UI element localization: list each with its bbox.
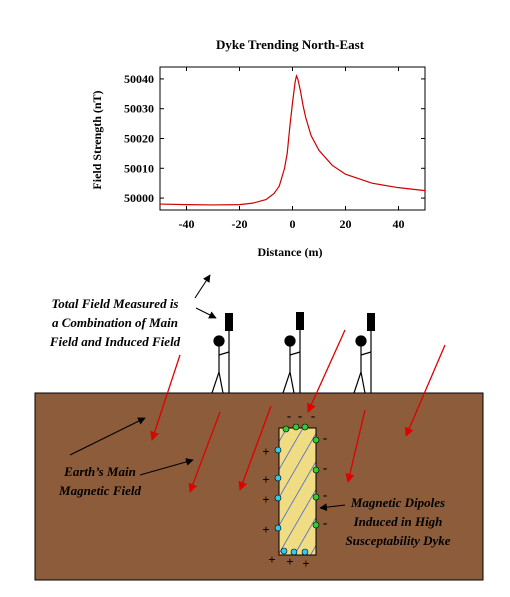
- pointer-arrow: [194, 274, 211, 299]
- y-tick-label: 50010: [124, 161, 154, 175]
- dipole-dot-south: [274, 446, 282, 454]
- field-arrow: [345, 409, 366, 483]
- instrument: [296, 312, 304, 330]
- x-tick-label: -40: [179, 217, 195, 231]
- instrument: [225, 313, 233, 331]
- dipole-dot-north: [312, 466, 320, 474]
- plus-sign: +: [286, 554, 293, 569]
- label-line: a Combination of Main: [52, 315, 178, 330]
- person-body: [353, 346, 372, 394]
- person-head: [213, 335, 225, 347]
- dipoles-label: Magnetic Dipoles Induced in High Suscept…: [345, 495, 450, 548]
- label-line: Induced in High: [353, 514, 443, 529]
- y-tick-label: 50040: [124, 72, 154, 86]
- plus-sign: +: [262, 472, 269, 487]
- minus-sign: -: [298, 408, 302, 423]
- minus-sign: -: [323, 515, 327, 530]
- plot-frame: [159, 66, 426, 211]
- dipole-dot-north: [312, 493, 320, 501]
- dipole-dot-north: [312, 436, 320, 444]
- person-body: [211, 346, 230, 394]
- dipole-dot-south: [274, 524, 282, 532]
- x-tick-label: -20: [232, 217, 248, 231]
- main-field-label: Earth’s Main Magnetic Field: [58, 464, 141, 498]
- person-body: [282, 346, 301, 394]
- field-arrow: [307, 329, 346, 413]
- x-tick-label: 20: [340, 217, 352, 231]
- dipole-dot-north: [312, 521, 320, 529]
- y-tick-label: 50000: [124, 191, 154, 205]
- pointer-arrow: [195, 307, 217, 319]
- field-arrow: [150, 354, 181, 441]
- field-arrow: [238, 405, 272, 491]
- pointer-arrow: [69, 417, 146, 456]
- minus-sign: -: [323, 430, 327, 445]
- minus-sign: -: [323, 487, 327, 502]
- label-line: Magnetic Field: [58, 483, 141, 498]
- label-line: Total Field Measured is: [51, 296, 178, 311]
- plus-sign: +: [262, 444, 269, 459]
- minus-sign: -: [323, 460, 327, 475]
- data-line: [159, 74, 426, 206]
- field-arrow: [405, 344, 446, 437]
- dipole-dot-south: [301, 548, 309, 556]
- dyke: [278, 427, 317, 556]
- dipole-dot-north: [282, 425, 290, 433]
- pointer-arrow: [319, 503, 346, 511]
- dipole-dot-north: [292, 423, 300, 431]
- x-tick-label: 40: [393, 217, 405, 231]
- person-head: [284, 335, 296, 347]
- dipole-dot-south: [290, 548, 298, 556]
- field-arrow: [188, 411, 221, 493]
- label-line: Susceptability Dyke: [345, 533, 450, 548]
- label-line: Field and Induced Field: [49, 334, 181, 349]
- pointer-arrow: [139, 458, 194, 476]
- minus-sign: -: [311, 408, 315, 423]
- dipole-dot-south: [280, 547, 288, 555]
- person-head: [355, 335, 367, 347]
- dipole-dot-north: [301, 423, 309, 431]
- label-line: Magnetic Dipoles: [350, 495, 445, 510]
- x-tick-label: 0: [290, 217, 296, 231]
- minus-sign: -: [287, 408, 291, 423]
- dipole-dot-south: [274, 494, 282, 502]
- y-tick-label: 50020: [124, 132, 154, 146]
- y-axis-label: Field Strength (nT): [90, 90, 104, 189]
- x-axis-label: Distance (m): [258, 245, 323, 259]
- plus-sign: +: [268, 552, 275, 567]
- chart-title: Dyke Trending North-East: [216, 37, 365, 52]
- label-line: Earth’s Main: [63, 464, 136, 479]
- plus-sign: +: [262, 522, 269, 537]
- ground: [34, 392, 484, 581]
- plus-sign: +: [262, 492, 269, 507]
- measured-label: Total Field Measured is a Combination of…: [49, 296, 181, 349]
- instrument: [367, 313, 375, 331]
- y-tick-label: 50030: [124, 102, 154, 116]
- plus-sign: +: [302, 556, 309, 571]
- dipole-dot-south: [274, 474, 282, 482]
